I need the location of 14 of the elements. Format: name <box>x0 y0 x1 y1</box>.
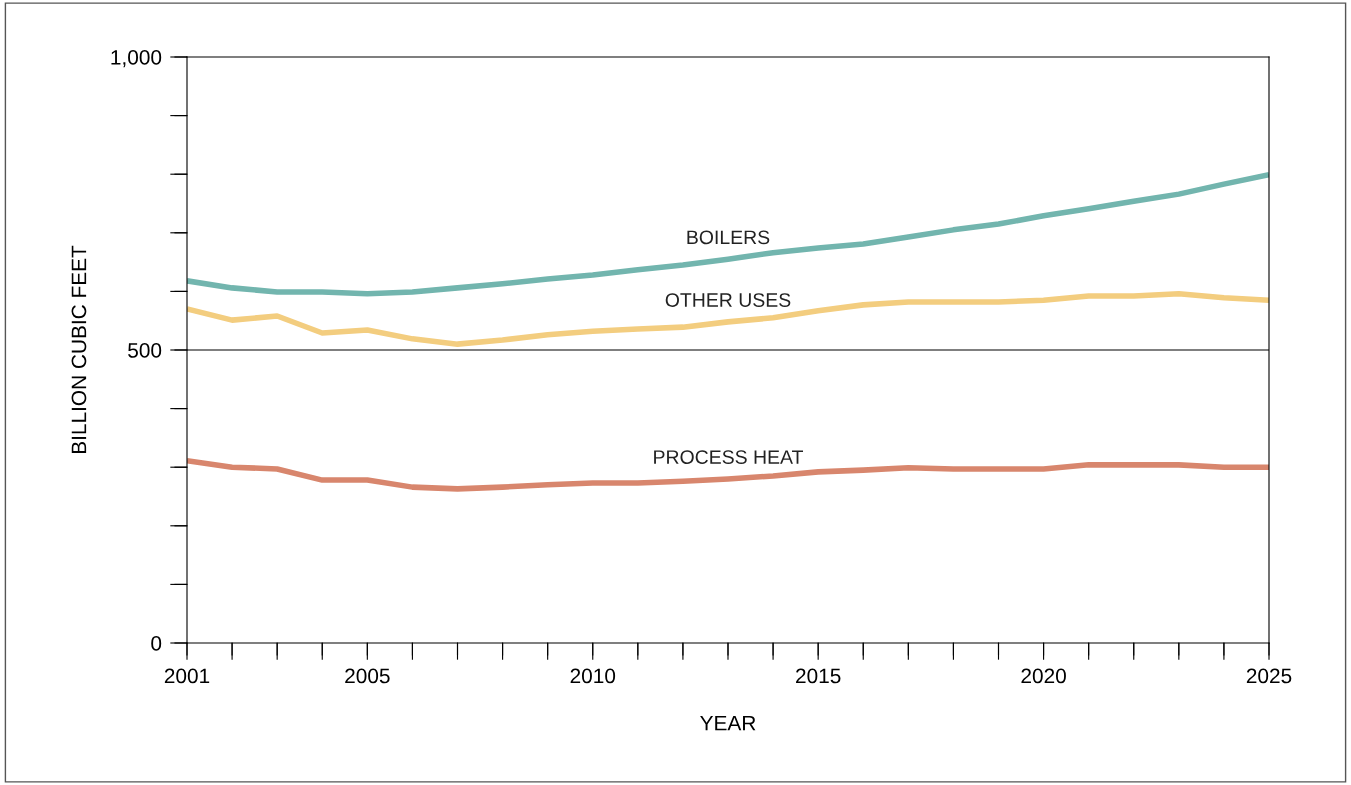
x-tick-label: 2001 <box>164 668 210 684</box>
x-tick-label: 2025 <box>1246 668 1292 684</box>
x-tick-label: 2005 <box>345 668 390 684</box>
series-label: BOILERS <box>687 230 770 245</box>
x-tick-label: 2015 <box>796 668 841 684</box>
x-tick-label: 2010 <box>570 668 616 684</box>
series-label: PROCESS HEAT <box>654 450 804 464</box>
y-tick-label: 0 <box>151 636 162 651</box>
y-axis-title: BILLION CUBIC FEET <box>71 245 87 454</box>
x-axis-title: YEAR <box>700 715 756 731</box>
y-tick-label: 1,000 <box>111 50 162 68</box>
x-tick-label: 2020 <box>1021 668 1066 684</box>
y-tick-label: 500 <box>128 343 162 358</box>
series-label: OTHER USES <box>665 293 791 307</box>
